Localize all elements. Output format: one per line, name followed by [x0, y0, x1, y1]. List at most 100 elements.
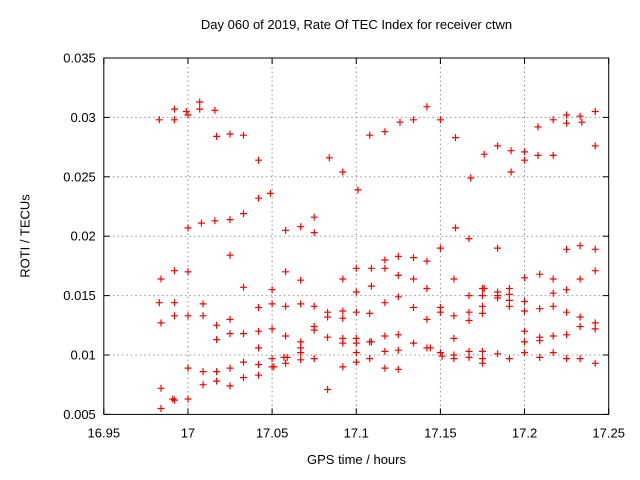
data-point: [197, 219, 205, 227]
data-point: [426, 344, 434, 352]
data-point: [480, 285, 488, 292]
data-point: [536, 305, 544, 313]
y-tick-label: 0.02: [70, 229, 95, 244]
data-point: [563, 111, 571, 119]
data-point: [255, 194, 263, 202]
data-point: [255, 327, 263, 335]
data-point: [576, 112, 584, 120]
data-point: [339, 314, 347, 322]
data-point: [465, 347, 473, 355]
data-point: [324, 313, 332, 321]
data-point: [549, 289, 557, 297]
data-point: [367, 338, 375, 346]
data-point: [171, 396, 178, 404]
data-point: [171, 299, 178, 307]
data-point: [536, 337, 544, 345]
data-point: [339, 168, 347, 176]
data-point: [591, 359, 599, 367]
data-point: [366, 309, 374, 317]
data-point: [450, 312, 458, 320]
data-point: [436, 244, 444, 252]
data-point: [410, 254, 417, 262]
data-point: [240, 283, 247, 291]
data-point: [381, 264, 389, 272]
chart-title: Day 060 of 2019, Rate Of TEC Index for r…: [200, 17, 513, 32]
data-point: [171, 267, 178, 275]
data-point: [169, 395, 177, 403]
data-point: [505, 290, 513, 298]
data-point: [171, 116, 178, 124]
data-point: [563, 119, 571, 127]
data-point: [255, 344, 263, 352]
y-tick-label: 0.03: [70, 110, 95, 125]
data-point: [465, 308, 473, 316]
data-point: [297, 338, 305, 346]
data-point: [423, 257, 431, 265]
data-point: [157, 319, 165, 327]
data-point: [576, 323, 584, 330]
data-point: [394, 365, 402, 373]
data-point: [479, 359, 486, 367]
data-point: [352, 358, 360, 366]
data-point: [184, 312, 192, 320]
data-point: [396, 118, 404, 126]
data-point: [213, 368, 221, 376]
data-point: [366, 131, 374, 139]
data-point: [576, 275, 584, 283]
data-point: [521, 349, 528, 357]
data-point: [410, 275, 417, 283]
data-point: [578, 118, 586, 126]
data-point: [534, 123, 542, 131]
data-point: [576, 355, 584, 363]
data-point: [465, 292, 473, 300]
y-tick-label: 0.025: [63, 169, 96, 184]
y-tick-label: 0.01: [70, 348, 95, 363]
data-point: [381, 347, 389, 355]
data-point: [549, 332, 557, 340]
data-point: [211, 217, 219, 225]
data-point: [157, 275, 165, 283]
data-point: [297, 300, 305, 308]
data-point: [450, 275, 458, 283]
data-point: [184, 111, 192, 119]
data-point: [521, 156, 528, 164]
data-point: [534, 151, 542, 159]
data-point: [196, 98, 204, 106]
data-point: [479, 292, 486, 300]
data-point: [479, 309, 486, 317]
data-point: [255, 361, 263, 368]
data-point: [436, 116, 444, 124]
x-tick-label: 17: [181, 425, 195, 440]
data-point: [226, 382, 234, 390]
data-point: [381, 364, 389, 372]
data-point: [549, 151, 557, 159]
data-point: [591, 319, 599, 327]
data-point: [266, 189, 274, 197]
data-point: [436, 349, 444, 357]
data-point: [465, 353, 473, 361]
data-point: [494, 294, 502, 302]
data-point: [310, 213, 318, 221]
data-point: [282, 332, 290, 340]
data-point: [171, 312, 178, 320]
data-point: [591, 108, 599, 115]
data-point: [155, 299, 163, 307]
data-point: [394, 293, 402, 301]
data-point: [310, 326, 318, 334]
data-point: [199, 368, 207, 376]
y-tick-label: 0.035: [63, 51, 96, 66]
data-point: [184, 224, 192, 232]
y-axis-label: ROTI / TECUs: [17, 194, 33, 278]
data-point: [354, 186, 362, 194]
data-point: [450, 355, 458, 363]
data-point: [480, 150, 488, 158]
data-point: [184, 268, 192, 276]
x-tick-label: 17.25: [592, 425, 625, 440]
data-point: [521, 327, 528, 335]
data-point: [394, 252, 402, 260]
data-point: [196, 105, 204, 113]
data-point: [352, 349, 360, 357]
data-point: [536, 353, 544, 361]
data-point: [324, 333, 332, 341]
data-point: [240, 358, 247, 366]
